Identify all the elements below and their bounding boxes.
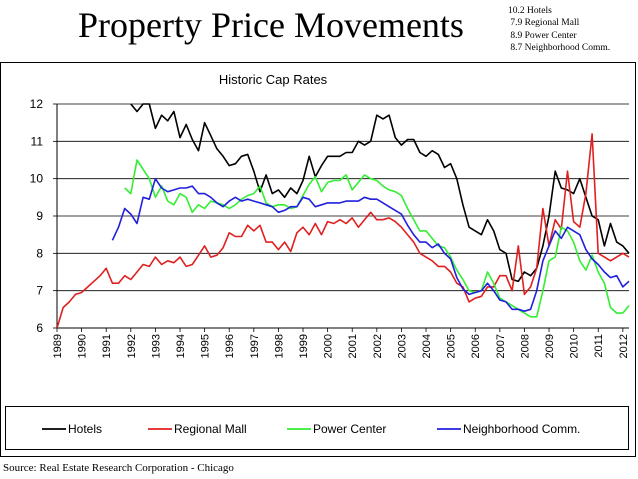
y-tick-label: 11 bbox=[31, 134, 44, 148]
x-tick-label: 1996 bbox=[224, 334, 236, 358]
latest-value: 10.2 bbox=[508, 6, 525, 16]
latest-value: 7.9 bbox=[510, 18, 523, 29]
x-tick-label: 1997 bbox=[249, 334, 261, 358]
x-tick-label: 2011 bbox=[593, 334, 605, 358]
legend-box bbox=[5, 406, 629, 450]
legend-label: Regional Mall bbox=[174, 422, 247, 436]
y-tick-label: 12 bbox=[30, 97, 44, 111]
chart-frame bbox=[0, 62, 636, 457]
x-tick-label: 2002 bbox=[372, 334, 384, 358]
x-tick-label: 2000 bbox=[323, 334, 335, 358]
latest-value-row: 8.7 Neighborhood Comm. bbox=[508, 42, 610, 54]
x-tick-label: 2001 bbox=[347, 334, 359, 358]
latest-label: Hotels bbox=[527, 6, 552, 16]
legend-label: Hotels bbox=[68, 422, 102, 436]
source-note: Source: Real Estate Research Corporation… bbox=[3, 462, 234, 474]
series-line-neighborhood-comm bbox=[111, 177, 630, 313]
latest-value: 8.7 bbox=[510, 42, 523, 53]
y-tick-label: 8 bbox=[36, 246, 43, 260]
series-line-hotels bbox=[130, 103, 630, 283]
x-tick-label: 2004 bbox=[421, 334, 433, 358]
x-tick-label: 1992 bbox=[126, 334, 138, 358]
series-line-power-center bbox=[124, 159, 630, 318]
x-tick-label: 1999 bbox=[298, 334, 310, 358]
series-line-regional-mall bbox=[57, 133, 630, 328]
legend-label: Power Center bbox=[313, 422, 386, 436]
y-tick-label: 6 bbox=[36, 321, 43, 335]
latest-value: 8.9 bbox=[510, 30, 523, 41]
x-tick-label: 2008 bbox=[519, 334, 531, 358]
latest-value-row: 7.9 Regional Mall bbox=[508, 17, 610, 29]
x-tick-label: 1998 bbox=[273, 334, 285, 358]
slide-title: Property Price Movements bbox=[78, 5, 464, 45]
legend-label: Neighborhood Comm. bbox=[463, 422, 580, 436]
x-tick-label: 1995 bbox=[200, 334, 212, 358]
x-tick-label: 2009 bbox=[544, 334, 556, 358]
y-tick-label: 10 bbox=[30, 172, 44, 186]
x-tick-label: 1993 bbox=[150, 334, 162, 358]
x-tick-label: 1989 bbox=[52, 334, 64, 358]
chart-title: Historic Cap Rates bbox=[219, 72, 328, 87]
x-tick-label: 2012 bbox=[618, 334, 630, 358]
x-tick-label: 2007 bbox=[495, 334, 507, 358]
x-tick-label: 2006 bbox=[470, 334, 482, 358]
latest-value-row: 10.2 Hotels bbox=[508, 5, 610, 17]
x-tick-label: 1990 bbox=[77, 334, 89, 358]
latest-label: Neighborhood Comm. bbox=[524, 42, 611, 53]
latest-label: Regional Mall bbox=[524, 18, 580, 29]
x-tick-label: 2010 bbox=[569, 334, 581, 358]
x-tick-label: 1994 bbox=[175, 334, 187, 358]
y-tick-label: 9 bbox=[36, 209, 43, 223]
x-tick-label: 2005 bbox=[446, 334, 458, 358]
latest-label: Power Center bbox=[524, 30, 577, 41]
latest-values-box: 10.2 Hotels 7.9 Regional Mall 8.9 Power … bbox=[508, 5, 610, 54]
x-tick-label: 1991 bbox=[101, 334, 113, 358]
y-tick-label: 7 bbox=[36, 284, 43, 298]
x-tick-label: 2003 bbox=[396, 334, 408, 358]
latest-value-row: 8.9 Power Center bbox=[508, 30, 610, 42]
